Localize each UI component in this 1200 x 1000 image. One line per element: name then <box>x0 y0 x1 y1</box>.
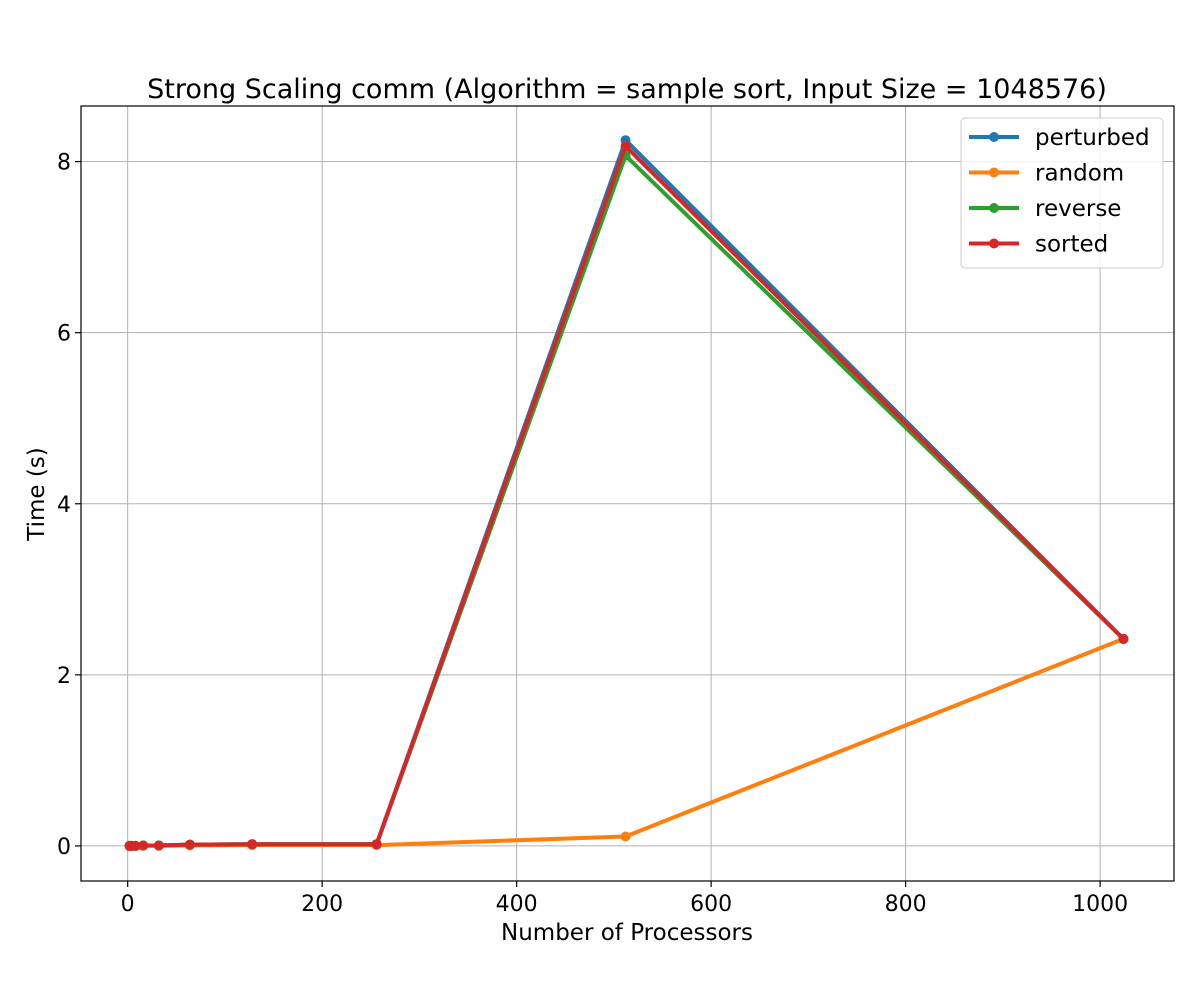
x-tick-label: 400 <box>496 892 538 917</box>
data-point-sorted <box>153 840 164 851</box>
x-axis-label: Number of Processors <box>501 920 753 946</box>
plot-frame <box>80 105 1175 882</box>
legend-label: perturbed <box>1035 125 1150 151</box>
y-tick-label: 8 <box>57 151 71 176</box>
y-tick-label: 4 <box>57 493 71 518</box>
y-tick-label: 0 <box>57 835 71 860</box>
legend-label: reverse <box>1035 196 1121 222</box>
data-point-sorted <box>138 840 149 851</box>
series-line-random <box>129 637 1125 848</box>
legend-item-random: random <box>969 161 1124 187</box>
legend-label: random <box>1035 161 1124 187</box>
legend-item-sorted: sorted <box>969 232 1108 258</box>
chart-title: Strong Scaling comm (Algorithm = sample … <box>147 74 1107 105</box>
data-point-sorted <box>184 839 195 850</box>
series-sorted <box>124 141 1129 851</box>
x-tick-label: 600 <box>690 892 732 917</box>
legend-item-reverse: reverse <box>969 196 1121 222</box>
data-point-sorted <box>1118 633 1129 644</box>
legend-marker <box>989 132 999 142</box>
y-tick-label: 6 <box>57 322 71 347</box>
axis-ticks: 0 200 400 600 800 1000 0 2 4 6 8 <box>57 151 1128 917</box>
data-point-sorted <box>620 141 631 152</box>
y-tick-label: 2 <box>57 664 71 689</box>
series-layer <box>124 135 1129 851</box>
x-tick-label: 1000 <box>1072 892 1128 917</box>
data-point-sorted <box>371 839 382 850</box>
data-point-sorted <box>130 840 141 851</box>
y-axis-label: Time (s) <box>24 447 50 542</box>
legend-marker <box>989 238 999 249</box>
legend-box <box>960 117 1164 269</box>
series-random <box>124 633 1129 851</box>
legend-marker <box>989 203 999 213</box>
legend-marker <box>989 167 999 178</box>
legend: perturbed random reverse sorted <box>960 117 1164 269</box>
x-tick-label: 200 <box>301 892 343 917</box>
x-tick-label: 800 <box>885 892 927 917</box>
data-point-random <box>620 831 631 842</box>
x-tick-label: 0 <box>121 892 135 917</box>
legend-label: sorted <box>1035 232 1108 258</box>
legend-item-perturbed: perturbed <box>969 125 1150 151</box>
data-point-sorted <box>247 839 258 850</box>
